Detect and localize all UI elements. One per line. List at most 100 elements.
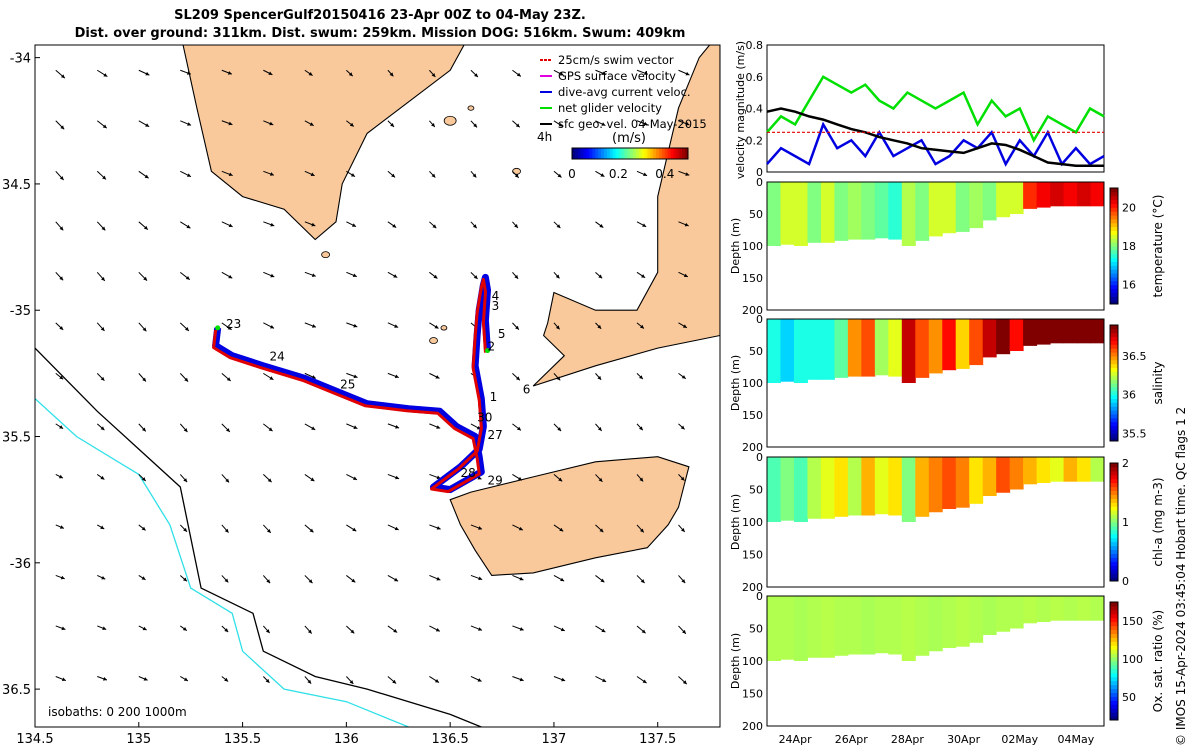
- salinity-cell: [820, 319, 835, 380]
- chl-a-colorbar-tick-label: 0: [1122, 575, 1129, 588]
- island-3: [440, 325, 448, 331]
- sfc-vel-arrowhead: [431, 73, 436, 77]
- colorbar-cell: [615, 148, 619, 159]
- sfc-vel-arrow: [263, 372, 274, 381]
- sfc-vel-arrow: [96, 120, 108, 129]
- x-tick-label: 136: [334, 732, 359, 747]
- sfc-vel-arrowhead: [59, 276, 64, 281]
- salinity-cell: [834, 319, 849, 378]
- colorbar-tick-label: 0.2: [609, 167, 628, 181]
- map-frame: [34, 44, 721, 728]
- y-tick-label: -34: [10, 52, 31, 67]
- sfc-vel-arrowhead: [561, 677, 566, 682]
- sfc-vel-arrowhead: [265, 629, 270, 634]
- oxygen-saturation-cell: [1023, 596, 1038, 624]
- sfc-vel-arrow: [678, 69, 690, 76]
- salinity-colorbar-cell: [1110, 355, 1118, 361]
- oxygen-saturation-colorbar-cell: [1110, 645, 1118, 650]
- sfc-vel-arrowhead: [141, 526, 146, 531]
- day-label: 2: [488, 340, 496, 354]
- chl-a-colorbar-cell: [1110, 561, 1118, 566]
- velocity-y-tick-label: 0.2: [746, 134, 764, 147]
- chl-a-colorbar-cell: [1110, 545, 1118, 551]
- sfc-vel-arrow: [387, 473, 400, 480]
- colorbar-cell: [667, 148, 672, 159]
- chl-a-cell: [1050, 457, 1065, 482]
- temperature-colorbar-cell: [1110, 276, 1118, 282]
- chl-a-y-tick-label: 0: [756, 451, 763, 464]
- sfc-vel-arrow: [595, 69, 607, 75]
- salinity-panel-bg: [767, 319, 1104, 447]
- oxygen-saturation-colorbar-cell: [1110, 668, 1118, 674]
- sfc-vel-arrowhead: [560, 577, 565, 582]
- sfc-vel-arrowhead: [349, 122, 354, 127]
- sfc-vel-arrowhead: [473, 123, 477, 128]
- sfc-vel-arrowhead: [270, 324, 275, 329]
- sfc-vel-arrow: [346, 322, 358, 328]
- salinity-cell: [1090, 319, 1105, 344]
- temperature-colorbar-cell: [1110, 222, 1118, 228]
- chl-a-cell: [942, 457, 957, 509]
- salinity-cell: [915, 319, 930, 378]
- sfc-vel-arrowhead: [270, 222, 275, 227]
- sfc-vel-arrow: [512, 625, 524, 631]
- sfc-vel-arrowhead: [59, 226, 64, 231]
- sfc-vel-arrow: [138, 170, 149, 179]
- day-label: 24: [270, 350, 285, 364]
- sfc-vel-arrowhead: [597, 324, 602, 329]
- colorbar-cell: [647, 148, 651, 159]
- chl-a-colorbar-cell: [1110, 525, 1118, 531]
- sfc-vel-arrow: [97, 676, 108, 681]
- sfc-vel-arrow: [346, 69, 354, 77]
- day-label: 25: [340, 378, 355, 392]
- sfc-vel-arrow: [512, 676, 524, 682]
- sfc-vel-arrowhead: [142, 377, 146, 382]
- sfc-vel-arrow: [595, 625, 606, 633]
- sfc-vel-arrowhead: [102, 626, 107, 630]
- sfc-vel-arrow: [512, 524, 524, 531]
- salinity-cell: [1077, 319, 1092, 344]
- sfc-vel-arrowhead: [100, 426, 105, 431]
- day-label: 5: [498, 327, 506, 341]
- sfc-vel-arrow: [138, 524, 146, 531]
- sfc-vel-arrowhead: [307, 629, 312, 634]
- x-tick-label: 136.5: [432, 732, 469, 747]
- sfc-vel-arrow: [263, 322, 275, 329]
- sfc-vel-arrow: [636, 373, 644, 380]
- oxygen-saturation-colorbar-cell: [1110, 625, 1118, 631]
- velocity-y-tick-label: 0: [756, 166, 763, 179]
- temperature-y-tick-label: 0: [756, 176, 763, 189]
- sfc-vel-arrow: [346, 524, 357, 532]
- sfc-vel-arrow: [470, 170, 477, 178]
- colorbar-cell: [572, 148, 576, 159]
- sfc-vel-arrow: [221, 120, 233, 126]
- sfc-vel-arrowhead: [183, 428, 188, 433]
- temperature-panel-frame: [766, 181, 1105, 311]
- sfc-vel-arrowhead: [602, 678, 607, 682]
- sfc-vel-arrowhead: [433, 274, 438, 279]
- sfc-vel-arrow: [97, 524, 105, 530]
- temperature-y-tick-label: 100: [742, 240, 763, 253]
- salinity-cell: [969, 319, 984, 366]
- sfc-vel-arrow: [221, 625, 229, 633]
- x-tick-label: 137.5: [639, 732, 676, 747]
- temperature-cell: [1090, 182, 1105, 207]
- temperature-colorbar-cell: [1110, 188, 1118, 193]
- sfc-vel-arrowhead: [722, 476, 726, 480]
- colorbar-cell: [624, 148, 628, 159]
- salinity-colorbar-cell: [1110, 352, 1118, 357]
- sfc-vel-arrow: [346, 271, 357, 278]
- isobath-label: isobaths: 0 200 1000m: [48, 705, 187, 719]
- sfc-vel-arrow: [304, 322, 317, 328]
- sfc-vel-arrow: [346, 372, 358, 378]
- x-tick-label: 137: [542, 732, 567, 747]
- salinity-y-tick-label: 50: [749, 345, 763, 358]
- temperature-panel-bg: [767, 182, 1104, 310]
- sfc-vel-arrowhead: [307, 730, 311, 734]
- sfc-vel-arrow: [346, 625, 355, 634]
- sfc-vel-arrowhead: [268, 427, 273, 432]
- sfc-vel-arrow: [595, 524, 604, 533]
- sfc-vel-arrowhead: [519, 576, 524, 581]
- sfc-vel-arrow: [221, 524, 229, 533]
- colorbar-cell: [621, 148, 625, 159]
